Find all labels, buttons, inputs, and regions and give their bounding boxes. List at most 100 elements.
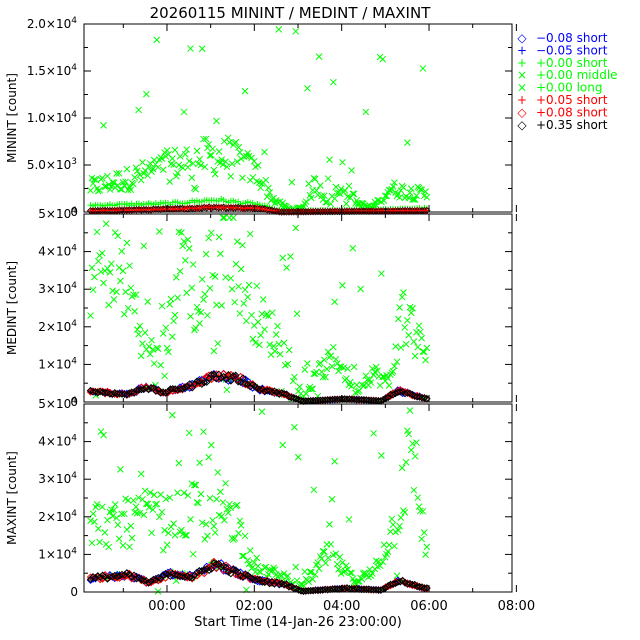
data-point	[205, 566, 213, 575]
data-point	[176, 152, 184, 160]
data-point	[118, 247, 126, 255]
data-point	[254, 562, 262, 570]
data-point	[329, 78, 337, 86]
data-point	[313, 187, 320, 194]
data-point	[186, 573, 194, 582]
data-point	[193, 147, 201, 155]
data-point	[103, 575, 112, 583]
data-point	[231, 298, 239, 306]
data-point	[293, 310, 301, 318]
data-point	[420, 584, 429, 592]
data-point	[378, 452, 385, 459]
data-point	[400, 184, 407, 191]
legend-label: −0.05 short	[536, 43, 608, 57]
panel-1: 0 5.0×103 1.0×104 1.5×104 2.0×104 MININT [cou…	[5, 16, 517, 219]
data-point	[162, 495, 170, 503]
data-point	[407, 446, 415, 454]
data-point	[104, 265, 111, 272]
data-point	[355, 395, 363, 404]
data-point	[387, 371, 394, 379]
data-point	[222, 479, 229, 487]
data-point	[139, 340, 146, 348]
data-point	[125, 389, 133, 397]
data-point	[367, 396, 375, 405]
data-point	[181, 383, 189, 392]
data-point	[403, 580, 412, 588]
data-point	[391, 362, 398, 370]
data-point	[350, 190, 358, 198]
data-point	[200, 135, 207, 143]
data-point	[276, 350, 284, 358]
data-point	[193, 377, 201, 385]
data-point	[345, 516, 353, 523]
data-point	[200, 428, 207, 436]
data-point	[211, 529, 219, 536]
data-point	[416, 328, 424, 336]
data-point	[355, 387, 363, 395]
data-point	[294, 453, 302, 461]
data-point	[88, 539, 96, 547]
data-point	[400, 289, 407, 296]
data-point	[280, 570, 288, 577]
data-point	[422, 551, 429, 558]
data-point	[198, 275, 206, 283]
data-point	[252, 339, 259, 347]
data-point	[405, 194, 413, 201]
data-point	[100, 279, 107, 287]
data-point	[272, 331, 280, 338]
data-point	[304, 84, 311, 92]
data-point	[131, 173, 139, 181]
data-point	[419, 507, 427, 515]
data-point	[122, 288, 129, 296]
data-point	[207, 229, 215, 237]
data-point	[165, 348, 172, 356]
data-point	[248, 311, 255, 319]
data-point	[418, 186, 425, 194]
data-point	[411, 196, 419, 203]
data-point	[277, 389, 286, 397]
legend-marker: ◇	[517, 105, 527, 119]
data-point	[147, 383, 155, 392]
data-point	[127, 284, 135, 292]
data-point	[224, 509, 232, 517]
data-point	[322, 559, 329, 567]
data-point	[123, 391, 131, 399]
data-point	[389, 521, 397, 529]
data-point	[91, 273, 98, 281]
data-point	[140, 242, 148, 250]
y-tick-label: 4×104	[38, 244, 77, 259]
data-point	[109, 287, 116, 295]
data-point	[418, 394, 426, 402]
data-point	[171, 531, 179, 539]
data-point	[144, 500, 152, 508]
data-point	[193, 572, 201, 580]
data-point	[331, 195, 339, 202]
data-point	[402, 458, 410, 466]
data-point	[184, 492, 192, 499]
data-point	[157, 491, 165, 498]
data-point	[393, 358, 401, 366]
data-point	[132, 575, 141, 583]
scatter-points	[86, 214, 431, 405]
data-point	[100, 431, 107, 439]
data-point	[331, 298, 339, 306]
data-point	[378, 270, 385, 277]
data-point	[246, 547, 254, 554]
data-point	[367, 586, 375, 594]
data-point	[374, 196, 381, 204]
data-point	[166, 385, 175, 393]
data-point	[200, 566, 208, 574]
legend-label: +0.35 short	[536, 118, 608, 132]
data-point	[268, 388, 276, 396]
data-point	[201, 535, 209, 543]
data-point	[410, 486, 418, 494]
data-point	[113, 288, 120, 296]
data-point	[339, 559, 346, 567]
data-point	[285, 393, 293, 401]
data-point	[284, 572, 292, 580]
data-point	[223, 386, 231, 394]
data-point	[119, 542, 127, 549]
data-point	[136, 322, 144, 330]
data-point	[235, 529, 242, 537]
data-point	[159, 546, 167, 554]
